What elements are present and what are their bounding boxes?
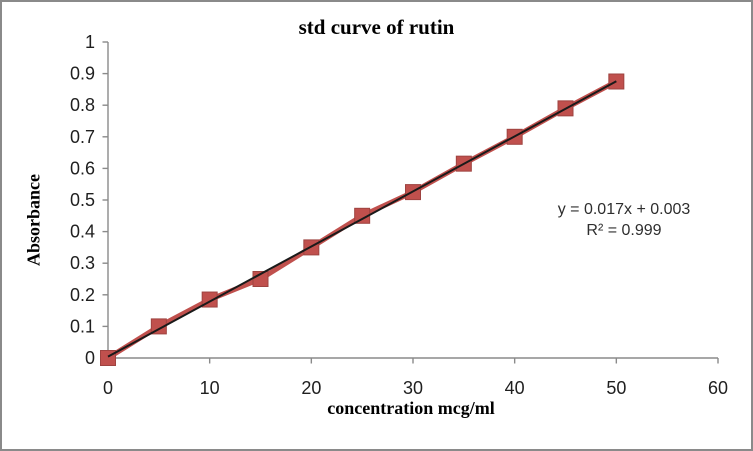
y-tick-label: 0: [85, 348, 95, 368]
y-tick-label: 0.1: [70, 316, 95, 336]
trendline-annotation: y = 0.017x + 0.003 R² = 0.999: [558, 199, 691, 241]
x-tick-label: 40: [505, 378, 525, 398]
y-tick-label: 0.8: [70, 95, 95, 115]
x-tick-label: 10: [200, 378, 220, 398]
x-tick-label: 60: [708, 378, 728, 398]
x-tick-label: 30: [403, 378, 423, 398]
trendline-equation: y = 0.017x + 0.003: [557, 201, 691, 218]
y-tick-label: 0.4: [70, 222, 95, 242]
x-tick-label: 20: [301, 378, 321, 398]
y-tick-label: 0.2: [70, 285, 95, 305]
y-tick-label: 0.7: [70, 127, 95, 147]
x-tick-label: 50: [606, 378, 626, 398]
trendline: [107, 80, 617, 358]
x-axis-title: concentration mcg/ml: [327, 398, 495, 418]
y-tick-label: 0.6: [70, 158, 95, 178]
y-tick-label: 0.9: [70, 64, 95, 84]
x-tick-label: 0: [103, 378, 113, 398]
trendline-r-squared: R² = 0.999: [586, 222, 662, 239]
y-tick-label: 0.3: [70, 253, 95, 273]
y-tick-label: 1: [85, 32, 95, 52]
y-tick-label: 0.5: [70, 190, 95, 210]
chart-title: std curve of rutin: [298, 15, 455, 39]
